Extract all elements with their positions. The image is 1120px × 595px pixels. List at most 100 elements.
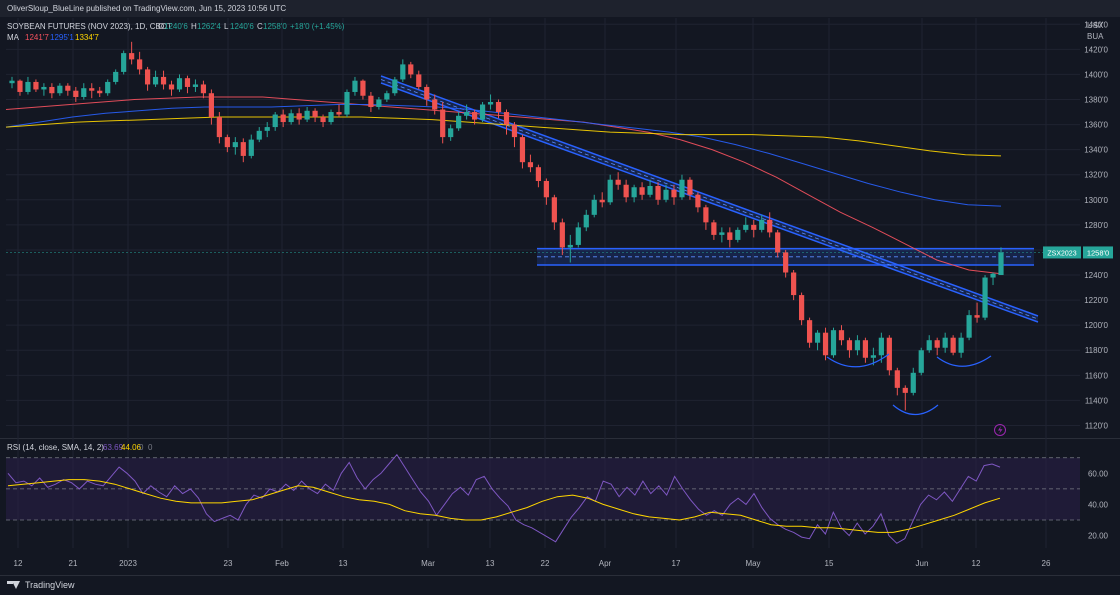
- candle: [559, 218, 565, 255]
- candle: [926, 335, 932, 353]
- candle-body: [192, 84, 199, 87]
- candle: [256, 127, 262, 143]
- candle: [471, 109, 478, 125]
- ohlc-key: H: [191, 22, 197, 31]
- candle-body: [735, 229, 741, 240]
- candle: [607, 174, 613, 205]
- price-tick-label: 1160'0: [1085, 371, 1109, 380]
- candle: [671, 184, 677, 205]
- candle: [503, 109, 510, 135]
- candle: [791, 270, 797, 301]
- candle-body: [511, 124, 518, 138]
- candle-body: [551, 197, 557, 223]
- time-tick-label: 12: [972, 559, 981, 568]
- change-value: +18'0 (+1.45%): [290, 22, 345, 31]
- candle-body: [25, 81, 31, 92]
- price-tick-label: 1240'0: [1084, 271, 1108, 280]
- candle: [759, 214, 765, 233]
- candle-body: [456, 115, 462, 129]
- candle: [232, 137, 238, 155]
- tradingview-logo[interactable]: TradingView: [7, 580, 75, 590]
- candle-body: [89, 88, 95, 91]
- moving-average-line: [5, 104, 1002, 207]
- candle-body: [926, 340, 932, 351]
- candle-body: [822, 332, 829, 356]
- time-axis[interactable]: 12 21 2023 23 Feb 13 Mar 13 22 Apr 17 May 15 Jun 12 26: [14, 559, 1051, 568]
- candle: [144, 66, 151, 91]
- candle-body: [105, 81, 111, 94]
- candle-body: [272, 114, 278, 128]
- candle-body: [838, 330, 845, 341]
- moving-averages: [5, 96, 1002, 275]
- candle-body: [479, 104, 486, 120]
- candle: [846, 337, 853, 358]
- price-axis[interactable]: 1440'0 1420'0 1400'0 1380'0 1360'0 1340'0 1320…: [1043, 20, 1113, 541]
- candle: [280, 109, 286, 128]
- candle-body: [208, 93, 214, 118]
- time-tick-label: 23: [224, 559, 233, 568]
- candle: [424, 84, 430, 106]
- candle-body: [487, 102, 494, 105]
- candle-body: [535, 167, 542, 181]
- candle: [495, 99, 502, 119]
- lightning-icon[interactable]: [994, 424, 1006, 436]
- symbol-tag-bg: [1043, 246, 1081, 259]
- candle: [703, 204, 709, 230]
- candle-body: [448, 128, 454, 138]
- time-tick-label: 12: [14, 559, 23, 568]
- tradingview-logo-icon: [7, 581, 21, 589]
- candle: [623, 179, 629, 203]
- candle-body: [934, 340, 940, 348]
- candle-body: [328, 112, 334, 123]
- candle: [854, 335, 861, 356]
- candle-body: [232, 142, 238, 148]
- candle: [551, 194, 557, 230]
- candle: [591, 194, 597, 218]
- candle-body: [878, 337, 884, 356]
- candle: [934, 337, 940, 356]
- candle: [479, 102, 486, 123]
- moving-average-line: [5, 116, 1002, 157]
- pattern-drawings: [826, 353, 992, 416]
- candle: [894, 367, 900, 396]
- candle: [25, 76, 31, 95]
- candle: [878, 332, 884, 363]
- candle-body: [966, 315, 972, 338]
- ma-value: 1241'7: [25, 33, 49, 42]
- candle-body: [806, 320, 813, 343]
- candle-body: [894, 370, 900, 388]
- price-tick-label: 1340'0: [1084, 146, 1108, 155]
- legend-symbol: SOYBEAN FUTURES (NOV 2023), 1D, CBOT: [7, 22, 172, 31]
- candle-body: [814, 332, 821, 343]
- candle: [336, 104, 342, 118]
- candle: [950, 335, 956, 356]
- footer-bar: TradingView: [0, 575, 1120, 595]
- candle-body: [184, 78, 191, 87]
- candle-body: [567, 244, 573, 248]
- candle-body: [240, 142, 246, 156]
- candle: [113, 69, 119, 85]
- candle: [719, 227, 725, 243]
- candle: [137, 51, 143, 75]
- rsi-line: [7, 453, 1001, 544]
- candle: [208, 89, 214, 125]
- price-tick-label: 1380'0: [1084, 95, 1108, 104]
- time-tick-label: 22: [541, 559, 550, 568]
- candle: [432, 94, 438, 115]
- candle: [296, 108, 302, 125]
- candle: [105, 79, 111, 96]
- candle: [910, 367, 916, 396]
- ohlc-value: 1240'6: [164, 22, 188, 31]
- price-chart[interactable]: 1440'01420'01400'01380'01360'01340'01320…: [0, 0, 1120, 575]
- ma-value: 1295'1: [50, 33, 74, 42]
- legend-ohlc: O 1240'6 H 1262'4 L 1240'6 C 1258'0 +18'0 (+1.45…: [158, 22, 345, 31]
- candle: [735, 227, 741, 243]
- price-tick-label: 1300'0: [1084, 196, 1108, 205]
- candle: [663, 184, 669, 203]
- candle-body: [575, 227, 581, 245]
- rsi-tick-label: 40.00: [1088, 500, 1109, 509]
- candle: [272, 112, 278, 131]
- candle-body: [160, 76, 167, 85]
- moving-average-line: [5, 96, 1002, 275]
- rsi-ma-line: [7, 479, 1001, 533]
